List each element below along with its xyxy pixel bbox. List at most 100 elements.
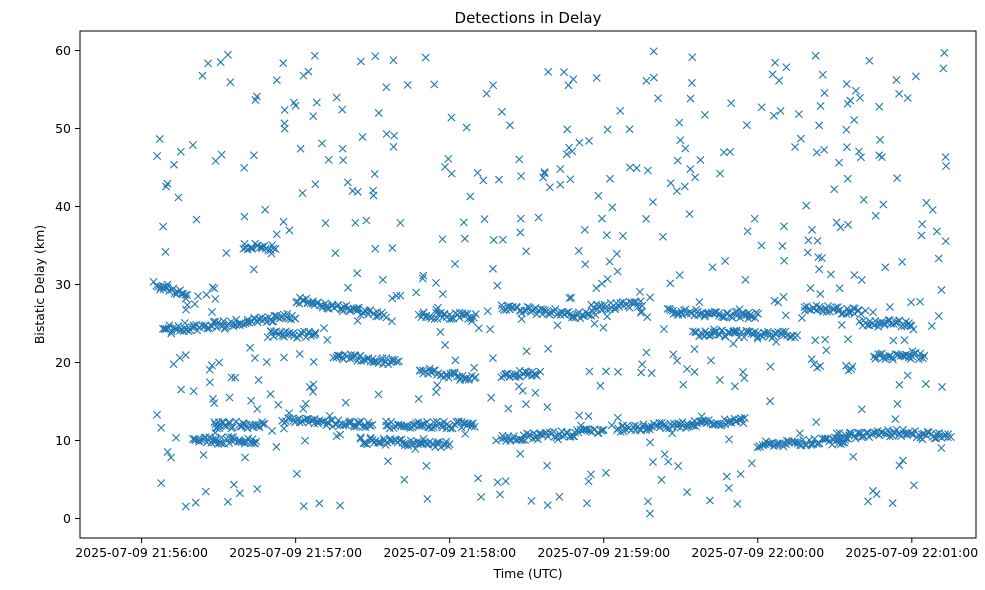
detection-background: [857, 433, 866, 442]
detection-background: [388, 244, 397, 253]
detection-background: [563, 125, 572, 134]
detection-background: [516, 449, 525, 458]
detection-background: [544, 67, 553, 76]
detection-background: [750, 214, 759, 223]
detection-background: [891, 415, 900, 424]
detection-track-g: [295, 418, 304, 427]
detection-track-c: [211, 436, 220, 445]
detection-background: [811, 336, 820, 345]
detection-background: [669, 350, 678, 359]
detection-background: [856, 153, 865, 162]
detection-background: [657, 475, 666, 484]
detection-background: [309, 380, 318, 389]
detection-background: [939, 64, 948, 73]
detection-background: [893, 174, 902, 183]
detection-background: [603, 125, 612, 134]
detection-track-m: [471, 310, 480, 319]
detection-track-b: [219, 317, 228, 326]
detection-background: [742, 121, 751, 130]
detection-background: [336, 501, 345, 510]
detection-background: [632, 164, 641, 173]
detection-background: [820, 88, 829, 97]
detection-background: [700, 110, 709, 119]
detection-track-g: [315, 416, 324, 425]
detection-background: [937, 444, 946, 452]
detection-background: [835, 284, 844, 293]
detection-track-g: [345, 419, 354, 428]
detection-background: [253, 404, 262, 413]
detection-background: [167, 453, 176, 462]
detection-track-g: [302, 414, 311, 423]
detection-background: [903, 94, 912, 102]
detection-background: [204, 59, 213, 68]
detection-background: [222, 249, 231, 257]
detection-background: [220, 324, 229, 333]
detection-background: [191, 498, 200, 507]
detection-background: [205, 365, 214, 374]
detection-background: [477, 492, 486, 501]
detection-background: [488, 264, 497, 273]
detection-background: [647, 369, 656, 378]
detection-background: [240, 163, 249, 172]
detection-background: [447, 169, 456, 178]
detection-background: [371, 52, 380, 61]
detection-background: [486, 325, 495, 334]
detection-track-i: [394, 357, 403, 366]
detection-background: [603, 312, 612, 321]
detection-track-u: [799, 435, 808, 444]
detection-background: [575, 411, 584, 420]
detection-background: [252, 92, 261, 101]
detection-background: [419, 271, 428, 280]
detection-background: [820, 145, 829, 154]
detection-background: [584, 412, 593, 421]
detection-background: [310, 51, 319, 60]
detection-background: [489, 81, 498, 90]
detection-track-b: [268, 317, 277, 326]
detection-background: [163, 447, 172, 456]
detection-background: [643, 166, 652, 175]
detection-track-p: [530, 370, 539, 379]
detection-background: [169, 360, 178, 369]
detection-background: [569, 75, 578, 84]
detection-background: [312, 98, 321, 107]
detection-track-f: [280, 332, 289, 341]
detection-background: [240, 239, 249, 248]
detection-track-r: [739, 419, 748, 428]
detection-background: [596, 381, 605, 390]
detection-background: [826, 270, 835, 279]
detection-track-j: [363, 440, 372, 449]
detection-background: [690, 345, 699, 354]
detection-track-z: [943, 433, 952, 442]
detection-background: [279, 217, 288, 226]
detection-background: [808, 225, 817, 234]
detection-background: [461, 429, 470, 438]
detection-background: [250, 354, 259, 363]
detection-track-q: [636, 297, 645, 306]
detection-background: [688, 53, 697, 62]
detection-track-h: [323, 304, 332, 313]
detection-background: [778, 241, 787, 250]
detection-background: [850, 304, 859, 313]
detection-background: [341, 398, 350, 407]
detection-track-b: [283, 309, 292, 318]
detection-track-k: [423, 418, 432, 427]
detection-background: [211, 295, 220, 304]
detection-track-u: [793, 439, 802, 448]
detection-track-o: [597, 426, 605, 435]
detection-background: [582, 499, 591, 508]
detection-background: [875, 102, 884, 111]
detection-background: [885, 302, 894, 311]
detection-track-y: [881, 355, 890, 364]
detection-background: [791, 143, 800, 152]
detection-track-k: [448, 424, 457, 433]
detection-background: [207, 361, 216, 370]
detection-background: [690, 367, 699, 376]
detection-background: [172, 433, 181, 442]
detection-background: [556, 164, 565, 173]
detection-track-r: [718, 420, 727, 429]
detection-background: [562, 150, 571, 159]
detection-background: [299, 502, 308, 511]
detection-track-f: [311, 328, 320, 337]
detection-background: [696, 155, 705, 164]
detection-background: [175, 353, 184, 362]
